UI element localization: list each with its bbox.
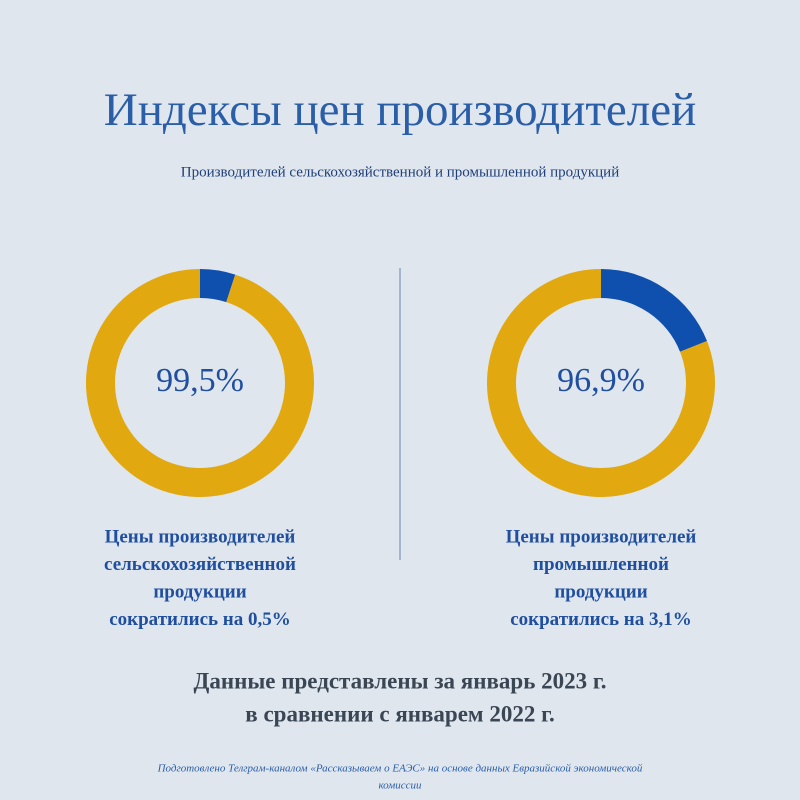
caption: сельскохозяйственной (104, 554, 296, 575)
footer: комиссии (378, 780, 422, 792)
caption: сократились на 3,1% (510, 609, 692, 630)
donut-segment (601, 269, 707, 352)
note: в сравнении с январем 2022 г. (245, 701, 554, 726)
caption: Цены производителей (105, 526, 296, 547)
center-label: 99,5% (156, 362, 244, 399)
caption: продукции (554, 581, 647, 602)
title: Индексы цен производителей (104, 84, 696, 136)
caption: Цены производителей (506, 526, 697, 547)
donut-segment (200, 269, 236, 303)
note: Данные представлены за январь 2023 г. (194, 668, 607, 693)
caption: продукции (153, 581, 246, 602)
subtitle: Производителей сельскохозяйственной и пр… (181, 164, 619, 180)
caption: промышленной (533, 554, 669, 575)
center-label: 96,9% (557, 362, 645, 399)
footer: Подготовлено Телграм-каналом «Рассказыва… (157, 763, 643, 775)
caption: сократились на 0,5% (109, 609, 291, 630)
